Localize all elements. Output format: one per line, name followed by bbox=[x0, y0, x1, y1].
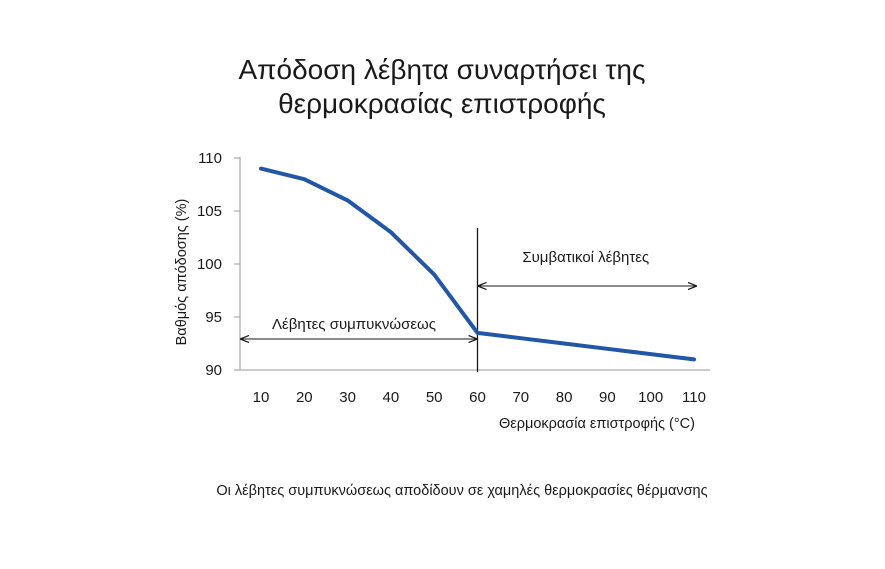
condensing-label: Λέβητες συμπυκνώσεως bbox=[272, 316, 436, 333]
x-tick-label: 30 bbox=[339, 389, 356, 406]
chart-title-line-2: θερμοκρασίας επιστροφής bbox=[278, 88, 606, 119]
x-tick-label: 80 bbox=[556, 389, 573, 406]
x-tick-label: 40 bbox=[383, 389, 400, 406]
data-point bbox=[649, 352, 653, 356]
x-tick-label: 100 bbox=[638, 389, 663, 406]
caption: Οι λέβητες συμπυκνώσεως αποδίδουν σε χαμ… bbox=[216, 483, 707, 499]
x-axis-label: Θερμοκρασία επιστροφής (°C) bbox=[499, 416, 695, 432]
data-point bbox=[519, 336, 523, 340]
data-point bbox=[346, 198, 350, 202]
y-tick-label: 110 bbox=[198, 150, 222, 167]
data-point bbox=[692, 357, 696, 361]
data-point bbox=[432, 273, 436, 277]
data-point bbox=[302, 177, 306, 181]
data-point bbox=[605, 347, 610, 351]
y-axis-label: Βαθμός απόδοσης (%) bbox=[174, 199, 190, 346]
y-tick-label: 90 bbox=[205, 362, 222, 379]
data-point bbox=[259, 167, 263, 171]
data-point bbox=[475, 331, 480, 335]
data-point bbox=[562, 341, 566, 346]
x-tick-label: 50 bbox=[426, 389, 443, 406]
x-tick-label: 110 bbox=[682, 389, 706, 406]
y-tick-label: 105 bbox=[197, 203, 222, 220]
conventional-label: Συμβατικοί λέβητες bbox=[522, 249, 649, 266]
x-tick-label: 20 bbox=[296, 389, 313, 406]
y-tick-label: 100 bbox=[197, 256, 222, 273]
x-tick-label: 10 bbox=[253, 389, 270, 406]
data-point bbox=[389, 230, 393, 234]
chart-title-line-1: Απόδοση λέβητα συναρτήσει της bbox=[239, 54, 646, 85]
x-tick-label: 70 bbox=[512, 389, 529, 406]
y-tick-label: 95 bbox=[205, 309, 222, 326]
x-tick-label: 60 bbox=[469, 389, 486, 406]
x-tick-label: 90 bbox=[599, 389, 616, 406]
